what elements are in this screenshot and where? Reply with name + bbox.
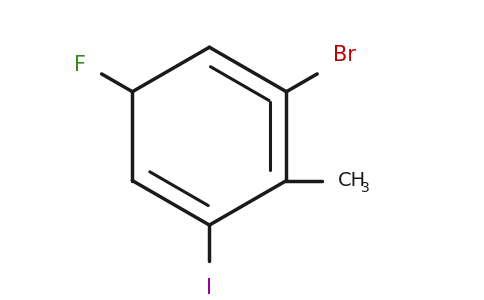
Text: F: F xyxy=(74,55,86,75)
Text: Br: Br xyxy=(333,45,355,65)
Text: I: I xyxy=(206,278,212,298)
Text: CH: CH xyxy=(338,171,366,190)
Text: 3: 3 xyxy=(361,181,369,195)
